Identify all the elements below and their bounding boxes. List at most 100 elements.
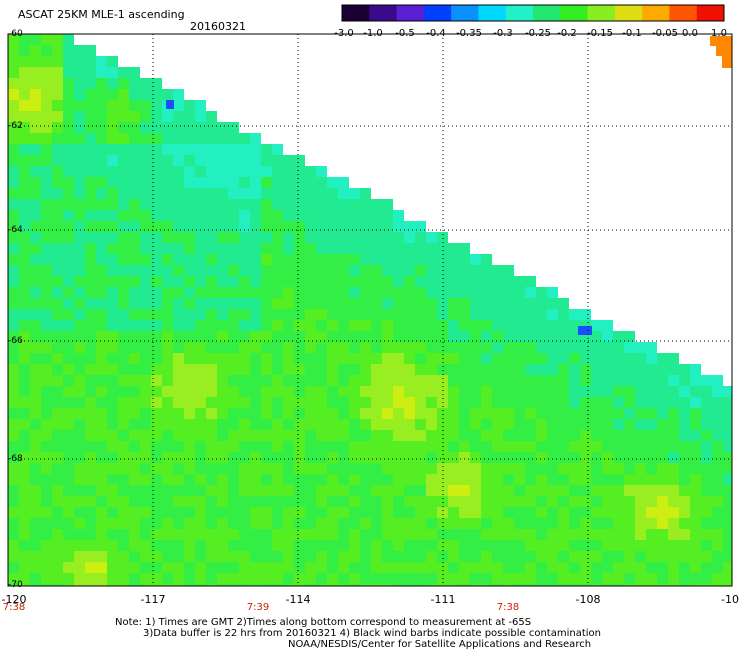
data-cell	[536, 419, 547, 430]
data-cell	[85, 265, 96, 276]
data-cell	[250, 474, 261, 485]
data-cell	[195, 507, 206, 518]
data-cell	[569, 419, 580, 430]
data-cell	[525, 419, 536, 430]
data-cell	[250, 276, 261, 287]
data-cell	[646, 342, 657, 353]
data-cell	[283, 353, 294, 364]
data-cell	[239, 243, 250, 254]
data-cell	[327, 463, 338, 474]
data-cell	[151, 386, 162, 397]
data-cell	[591, 584, 602, 586]
data-cell	[52, 562, 63, 573]
data-cell	[261, 540, 272, 551]
data-cell	[41, 78, 52, 89]
data-cell	[206, 562, 217, 573]
data-cell	[657, 573, 668, 584]
data-cell	[19, 56, 30, 67]
data-cell	[701, 463, 712, 474]
data-cell	[96, 166, 107, 177]
data-cell	[712, 496, 723, 507]
data-cell	[679, 364, 690, 375]
data-cell	[30, 177, 41, 188]
data-cell	[316, 529, 327, 540]
data-cell	[481, 496, 492, 507]
data-cell	[393, 243, 404, 254]
data-cell	[591, 364, 602, 375]
data-cell	[591, 551, 602, 562]
data-cell	[239, 551, 250, 562]
data-cell	[371, 518, 382, 529]
data-cell	[393, 276, 404, 287]
data-cell	[371, 221, 382, 232]
data-cell	[228, 144, 239, 155]
data-cell	[382, 276, 393, 287]
data-cell	[448, 419, 459, 430]
data-cell	[250, 155, 261, 166]
data-cell	[107, 89, 118, 100]
data-cell	[657, 518, 668, 529]
data-cell	[140, 309, 151, 320]
data-cell	[96, 485, 107, 496]
data-cell	[536, 386, 547, 397]
data-cell	[514, 309, 525, 320]
data-cell	[151, 430, 162, 441]
data-cell	[74, 419, 85, 430]
data-cell	[547, 408, 558, 419]
data-cell	[63, 551, 74, 562]
data-cell	[316, 342, 327, 353]
data-cell	[151, 518, 162, 529]
data-cell	[140, 177, 151, 188]
data-cell	[30, 122, 41, 133]
data-cell	[96, 177, 107, 188]
data-cell	[261, 353, 272, 364]
data-cell	[8, 254, 19, 265]
longitude-label: -117	[140, 593, 166, 606]
data-cell	[602, 452, 613, 463]
data-cell	[558, 320, 569, 331]
data-cell	[481, 298, 492, 309]
data-cell	[415, 584, 426, 586]
data-cell	[503, 331, 514, 342]
data-cell	[206, 353, 217, 364]
data-cell	[162, 529, 173, 540]
data-cell	[470, 353, 481, 364]
data-cell	[30, 309, 41, 320]
data-cell	[316, 188, 327, 199]
data-cell	[492, 364, 503, 375]
data-cell	[481, 265, 492, 276]
data-cell	[19, 265, 30, 276]
data-cell	[525, 364, 536, 375]
data-cell	[316, 540, 327, 551]
data-cell	[228, 364, 239, 375]
data-cell	[283, 221, 294, 232]
data-cell	[52, 100, 63, 111]
data-cell	[283, 452, 294, 463]
data-cell	[305, 573, 316, 584]
data-cell	[525, 331, 536, 342]
data-cell	[525, 353, 536, 364]
data-cell	[349, 188, 360, 199]
data-cell	[547, 584, 558, 586]
data-cell	[635, 419, 646, 430]
data-cell	[206, 155, 217, 166]
data-cell	[393, 529, 404, 540]
data-cell	[679, 463, 690, 474]
data-cell	[151, 419, 162, 430]
data-cell	[668, 397, 679, 408]
data-cell	[261, 210, 272, 221]
data-cell	[547, 485, 558, 496]
data-cell	[360, 452, 371, 463]
data-cell	[272, 573, 283, 584]
data-cell	[580, 518, 591, 529]
data-cell	[514, 408, 525, 419]
data-cell	[591, 386, 602, 397]
data-cell	[8, 496, 19, 507]
data-cell	[85, 584, 96, 586]
data-cell	[701, 375, 712, 386]
data-cell	[272, 243, 283, 254]
data-cell	[74, 430, 85, 441]
data-cell	[569, 529, 580, 540]
data-cell	[558, 518, 569, 529]
data-cell	[481, 342, 492, 353]
